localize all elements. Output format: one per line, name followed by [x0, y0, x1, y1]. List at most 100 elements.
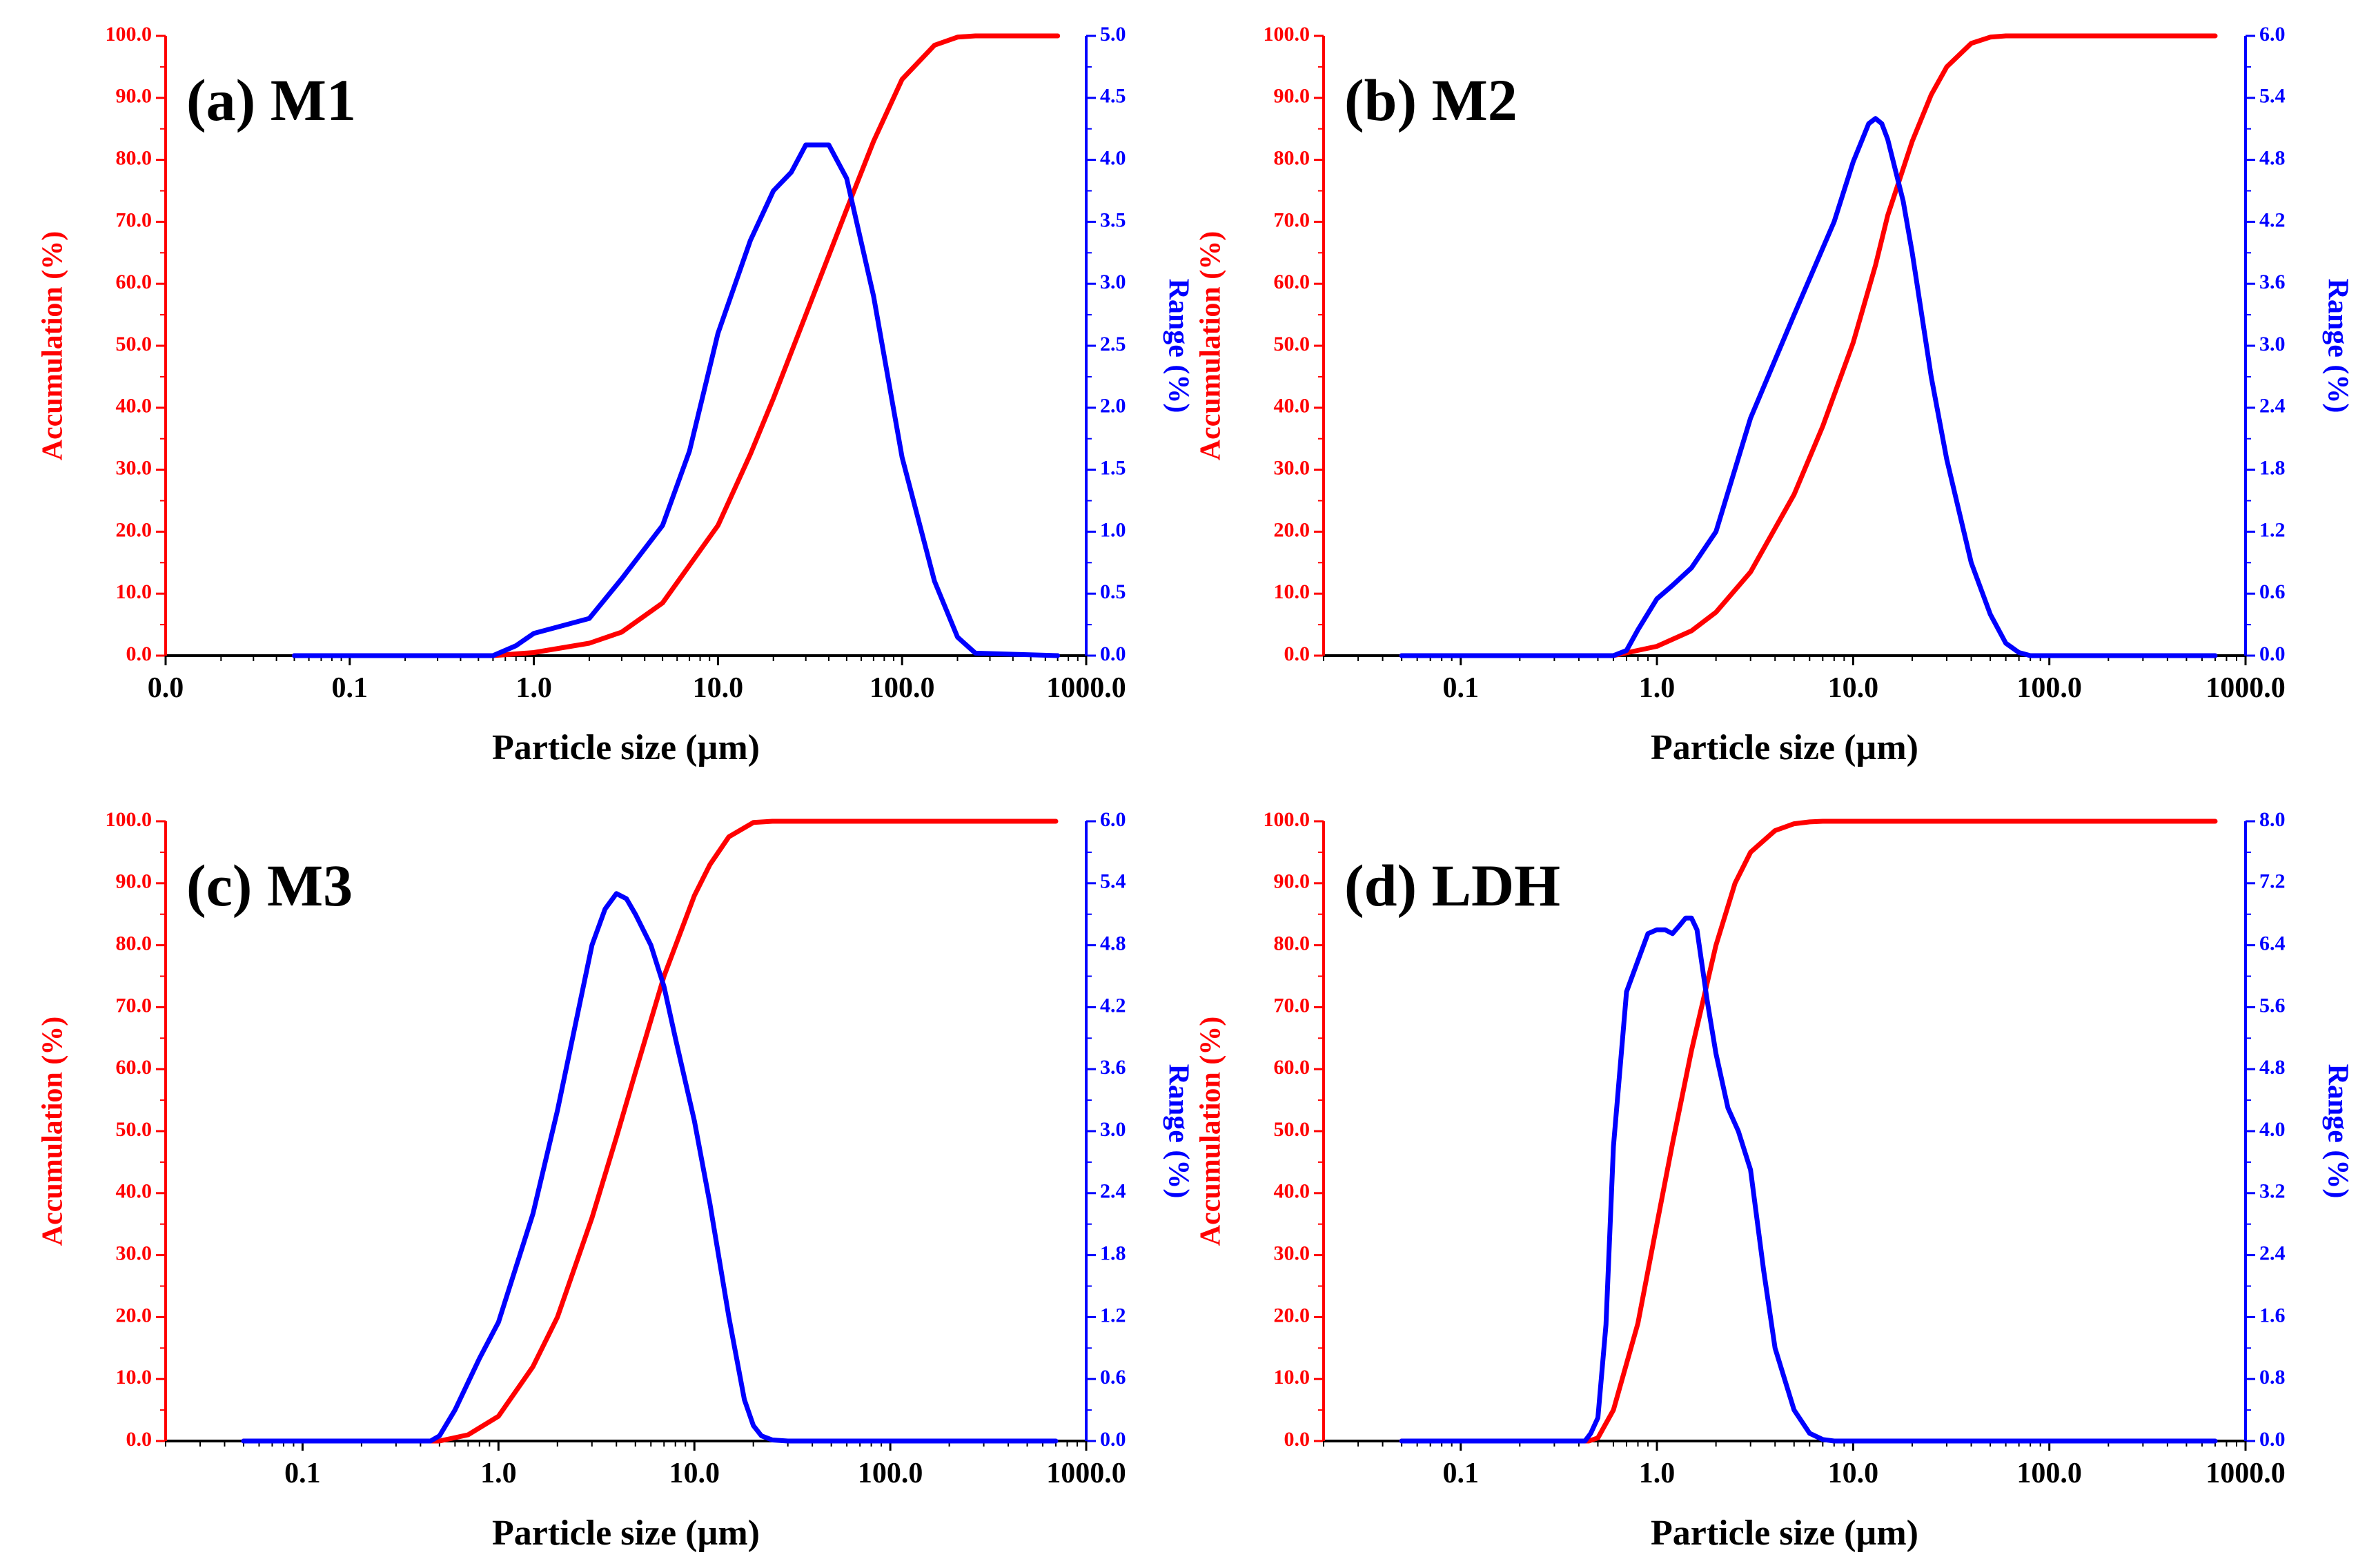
y2-tick-label: 4.0 — [2259, 1118, 2286, 1141]
chart-panel-3: 0.0 10.0 20.0 30.0 40.0 50.0 60.0 70.0 80.0 90.0 1… — [37, 808, 1195, 1553]
y2-tick-label: 8.0 — [2259, 808, 2286, 831]
y-tick-label: 70.0 — [1274, 208, 1310, 231]
chart-panel-4: 0.0 10.0 20.0 30.0 40.0 50.0 60.0 70.0 80.0 90.0 1… — [1195, 808, 2354, 1553]
y-tick-label: 0.0 — [1284, 643, 1310, 665]
y-tick-label: 0.0 — [1284, 1428, 1310, 1451]
x-tick-label: 0.0 — [148, 672, 184, 704]
range-series-line — [292, 142, 1061, 658]
y2-tick-label: 4.0 — [1100, 146, 1126, 169]
y-tick-label: 20.0 — [1274, 1304, 1310, 1326]
y2-tick-label: 3.6 — [1100, 1056, 1126, 1079]
y2-tick-label: 3.0 — [1100, 1118, 1126, 1141]
y2-tick-label: 6.0 — [2259, 23, 2286, 46]
x-tick-label: 0.1 — [1442, 1458, 1479, 1489]
x-axis-title: Particle size (µm) — [1651, 1513, 1918, 1553]
x-tick-label: 1.0 — [480, 1458, 517, 1489]
y2-axis-title: Range (%) — [1162, 279, 1194, 413]
x-tick-label: 100.0 — [858, 1458, 923, 1489]
y-tick-label: 10.0 — [1274, 580, 1310, 603]
y-tick-label: 80.0 — [1274, 932, 1310, 954]
y-tick-label: 50.0 — [1274, 333, 1310, 355]
y2-tick-label: 5.4 — [2259, 85, 2286, 108]
y2-tick-label: 1.8 — [1100, 1242, 1126, 1264]
y-tick-label: 90.0 — [1274, 85, 1310, 108]
y-tick-label: 40.0 — [1274, 1180, 1310, 1203]
y2-tick-label: 5.6 — [2259, 994, 2286, 1017]
y-tick-label: 30.0 — [116, 456, 153, 479]
y2-tick-label: 4.5 — [1100, 85, 1126, 108]
y-tick-label: 40.0 — [116, 1180, 153, 1203]
y-tick-label: 20.0 — [116, 518, 153, 541]
y2-tick-label: 5.0 — [1100, 23, 1126, 46]
y2-tick-label: 1.5 — [1100, 456, 1126, 479]
x-tick-label: 1.0 — [515, 672, 552, 704]
y-tick-label: 60.0 — [1274, 271, 1310, 293]
x-tick-label: 0.1 — [332, 672, 369, 704]
panel-title: (d) LDH — [1344, 852, 1560, 919]
panel-title: (c) M3 — [186, 852, 353, 919]
y2-tick-label: 4.8 — [2259, 1056, 2286, 1079]
y-axis-title: Accumulation (%) — [1195, 1017, 1227, 1246]
x-tick-label: 10.0 — [669, 1458, 720, 1489]
y2-tick-label: 0.5 — [1100, 580, 1126, 603]
y2-tick-label: 4.2 — [2259, 208, 2286, 231]
y-tick-label: 0.0 — [126, 1428, 153, 1451]
chart-panel-2: 0.0 10.0 20.0 30.0 40.0 50.0 60.0 70.0 80.0 90.0 1… — [1195, 23, 2354, 767]
y-tick-label: 50.0 — [116, 333, 153, 355]
x-tick-label: 1.0 — [1639, 672, 1676, 704]
y-tick-label: 20.0 — [116, 1304, 153, 1326]
x-tick-label: 10.0 — [1828, 1458, 1879, 1489]
y2-tick-label: 2.4 — [1100, 1180, 1126, 1203]
y-tick-label: 30.0 — [1274, 456, 1310, 479]
y-tick-label: 10.0 — [1274, 1366, 1310, 1389]
y2-tick-label: 3.0 — [1100, 271, 1126, 293]
x-axis-title: Particle size (µm) — [492, 728, 760, 767]
y-tick-label: 70.0 — [116, 994, 153, 1017]
y2-axis-title: Range (%) — [2321, 1064, 2353, 1199]
y2-tick-label: 3.5 — [1100, 208, 1126, 231]
y-tick-label: 90.0 — [116, 870, 153, 893]
y2-tick-label: 5.4 — [1100, 870, 1126, 893]
x-tick-label: 100.0 — [2016, 1458, 2082, 1489]
y-tick-label: 80.0 — [116, 932, 153, 954]
y-axis-title: Accumulation (%) — [1195, 231, 1227, 460]
y2-tick-label: 0.6 — [1100, 1366, 1126, 1389]
y-tick-label: 100.0 — [106, 23, 153, 46]
y-tick-label: 70.0 — [1274, 994, 1310, 1017]
y2-tick-label: 2.0 — [1100, 395, 1126, 418]
y2-axis-title: Range (%) — [1162, 1064, 1194, 1199]
range-series-line — [1399, 915, 2218, 1444]
y2-tick-label: 1.0 — [1100, 518, 1126, 541]
y2-tick-label: 3.6 — [2259, 271, 2286, 293]
x-tick-label: 1000.0 — [2206, 672, 2286, 704]
y-tick-label: 60.0 — [116, 1056, 153, 1079]
y2-tick-label: 4.2 — [1100, 994, 1126, 1017]
y-tick-label: 100.0 — [1264, 808, 1310, 831]
y2-tick-label: 0.8 — [2259, 1366, 2286, 1389]
accumulation-series-line — [241, 819, 1059, 1444]
y-tick-label: 100.0 — [1264, 23, 1310, 46]
y-tick-label: 0.0 — [126, 643, 153, 665]
y2-tick-label: 6.4 — [2259, 932, 2286, 954]
y-tick-label: 60.0 — [116, 271, 153, 293]
y2-tick-label: 1.6 — [2259, 1304, 2286, 1326]
y-tick-label: 70.0 — [116, 208, 153, 231]
x-tick-label: 0.1 — [284, 1458, 321, 1489]
y2-tick-label: 2.4 — [2259, 395, 2286, 418]
range-series-line — [1399, 116, 2218, 658]
x-tick-label: 1000.0 — [1046, 1458, 1126, 1489]
y-tick-label: 10.0 — [116, 580, 153, 603]
y2-tick-label: 3.0 — [2259, 333, 2286, 355]
accumulation-series-line — [1399, 819, 2218, 1444]
y2-tick-label: 1.2 — [1100, 1304, 1126, 1326]
y-tick-label: 30.0 — [116, 1242, 153, 1264]
range-series-line — [241, 891, 1059, 1444]
y2-tick-label: 0.0 — [1100, 643, 1126, 665]
x-tick-label: 10.0 — [693, 672, 744, 704]
y-tick-label: 100.0 — [106, 808, 153, 831]
y-tick-label: 30.0 — [1274, 1242, 1310, 1264]
y2-tick-label: 1.8 — [2259, 456, 2286, 479]
y-tick-label: 90.0 — [116, 85, 153, 108]
y-tick-label: 60.0 — [1274, 1056, 1310, 1079]
